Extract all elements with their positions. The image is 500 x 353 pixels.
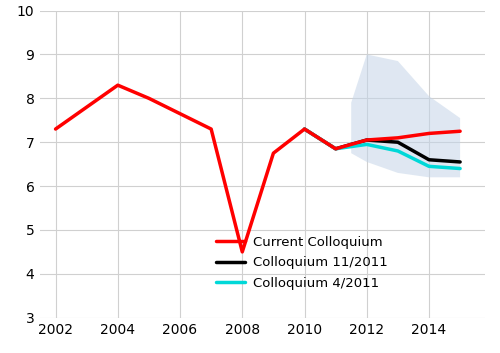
Current Colloquium bbox=[457, 129, 463, 133]
Colloquium 11/2011 bbox=[395, 140, 401, 144]
Current Colloquium bbox=[395, 136, 401, 140]
Polygon shape bbox=[351, 54, 460, 177]
Current Colloquium bbox=[52, 127, 59, 131]
Current Colloquium bbox=[208, 127, 214, 131]
Colloquium 4/2011 bbox=[426, 164, 432, 168]
Current Colloquium bbox=[302, 127, 308, 131]
Current Colloquium bbox=[270, 151, 276, 155]
Current Colloquium bbox=[240, 250, 246, 254]
Colloquium 11/2011 bbox=[426, 158, 432, 162]
Line: Current Colloquium: Current Colloquium bbox=[56, 85, 460, 252]
Current Colloquium bbox=[426, 131, 432, 136]
Line: Colloquium 4/2011: Colloquium 4/2011 bbox=[304, 129, 460, 168]
Colloquium 11/2011 bbox=[457, 160, 463, 164]
Colloquium 4/2011 bbox=[395, 149, 401, 153]
Line: Colloquium 11/2011: Colloquium 11/2011 bbox=[304, 129, 460, 162]
Colloquium 11/2011 bbox=[302, 127, 308, 131]
Colloquium 11/2011 bbox=[364, 138, 370, 142]
Colloquium 4/2011 bbox=[457, 166, 463, 170]
Colloquium 4/2011 bbox=[332, 147, 338, 151]
Current Colloquium bbox=[146, 96, 152, 101]
Legend: Current Colloquium, Colloquium 11/2011, Colloquium 4/2011: Current Colloquium, Colloquium 11/2011, … bbox=[216, 236, 388, 289]
Current Colloquium bbox=[115, 83, 121, 87]
Current Colloquium bbox=[364, 138, 370, 142]
Colloquium 11/2011 bbox=[332, 147, 338, 151]
Current Colloquium bbox=[332, 147, 338, 151]
Colloquium 4/2011 bbox=[364, 142, 370, 146]
Colloquium 4/2011 bbox=[302, 127, 308, 131]
